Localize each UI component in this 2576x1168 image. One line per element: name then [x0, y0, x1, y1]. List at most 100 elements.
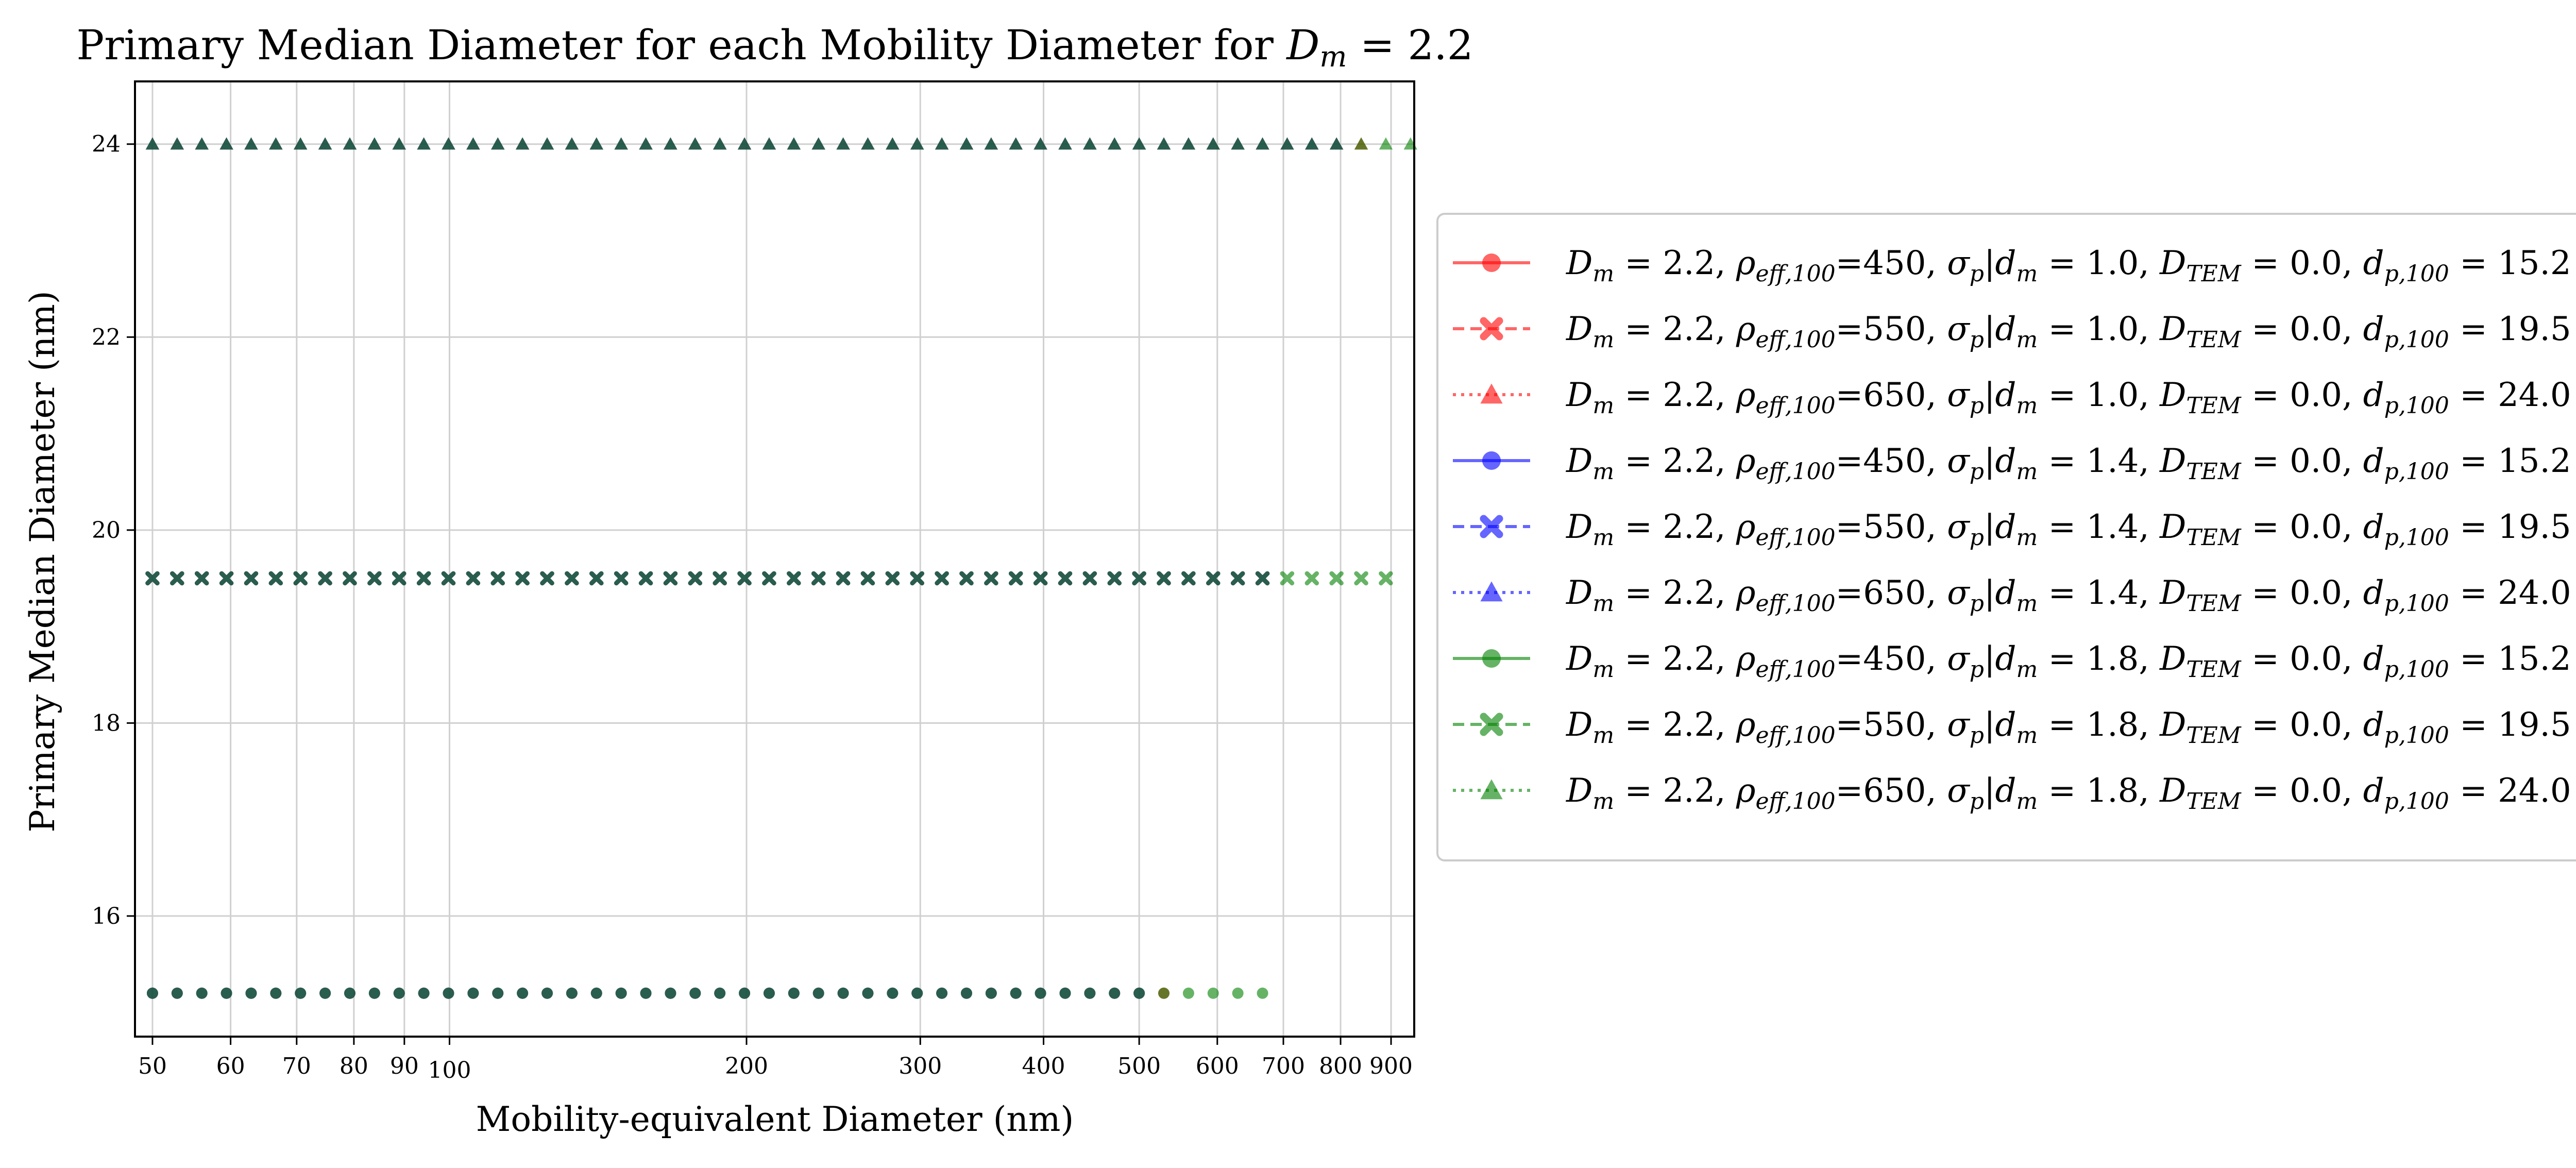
legend-item: Dm = 2.2, ρeff,100=650, σp|dm = 1.0, DTE… [1453, 376, 2571, 419]
data-point [665, 987, 676, 999]
data-point [713, 571, 727, 586]
data-point [194, 571, 209, 586]
data-point [1058, 571, 1073, 586]
x-tick-label: 100 [428, 1057, 471, 1084]
data-point [195, 137, 209, 150]
data-point [935, 137, 949, 150]
data-point [911, 987, 923, 999]
y-tick-label: 22 [92, 324, 121, 350]
data-point [1109, 987, 1121, 999]
legend-label: Dm = 2.2, ρeff,100=650, σp|dm = 1.0, DTE… [1566, 376, 2571, 419]
data-point [343, 571, 357, 586]
legend-label: Dm = 2.2, ρeff,100=550, σp|dm = 1.4, DTE… [1566, 508, 2571, 551]
y-tick-label: 16 [92, 903, 121, 929]
legend-label: Dm = 2.2, ρeff,100=650, σp|dm = 1.4, DTE… [1566, 574, 2571, 617]
data-point [540, 137, 554, 150]
data-point [862, 987, 874, 999]
data-point [491, 137, 505, 150]
x-tick-label: 900 [1369, 1053, 1413, 1079]
y-axis-label: Primary Median Diameter (nm) [23, 291, 62, 832]
legend-marker [1480, 515, 1503, 538]
data-point [392, 571, 406, 586]
legend-label: Dm = 2.2, ρeff,100=450, σp|dm = 1.4, DTE… [1566, 442, 2571, 485]
data-point [1132, 137, 1146, 150]
x-tick-label: 80 [340, 1053, 368, 1079]
data-point [787, 571, 801, 586]
data-point [541, 987, 553, 999]
data-point [984, 137, 998, 150]
data-point [367, 571, 382, 586]
data-point [515, 571, 530, 586]
x-tick-label: 600 [1196, 1053, 1239, 1079]
x-tick-label: 300 [899, 1053, 942, 1079]
data-point [959, 137, 974, 150]
data-point [1157, 571, 1171, 586]
data-point [443, 987, 454, 999]
data-point [836, 571, 851, 586]
data-point [935, 571, 949, 586]
data-point [739, 987, 751, 999]
x-tick-label: 400 [1022, 1053, 1065, 1079]
legend: Dm = 2.2, ρeff,100=450, σp|dm = 1.0, DTE… [1436, 213, 2576, 861]
data-point [146, 987, 158, 999]
legend-marker [1480, 383, 1503, 404]
data-point [959, 571, 974, 586]
legend-label: Dm = 2.2, ρeff,100=450, σp|dm = 1.8, DTE… [1566, 640, 2571, 683]
data-point [196, 987, 208, 999]
legend-label: Dm = 2.2, ρeff,100=550, σp|dm = 1.8, DTE… [1566, 706, 2571, 749]
data-point [490, 571, 505, 586]
x-tick-label: 60 [216, 1053, 245, 1079]
data-point [1230, 571, 1245, 586]
series-2 [145, 571, 1270, 586]
data-point [737, 137, 752, 150]
legend-item: Dm = 2.2, ρeff,100=650, σp|dm = 1.8, DTE… [1453, 772, 2571, 815]
data-point [295, 987, 307, 999]
data-point [467, 987, 479, 999]
data-point [466, 571, 481, 586]
data-point [1009, 137, 1023, 150]
legend-label: Dm = 2.2, ρeff,100=550, σp|dm = 1.0, DTE… [1566, 310, 2571, 353]
data-point [640, 987, 652, 999]
data-point [1033, 571, 1048, 586]
data-point [293, 571, 308, 586]
data-point [1257, 987, 1268, 999]
series-5 [145, 571, 1270, 586]
data-point [367, 137, 382, 150]
data-point [1206, 571, 1221, 586]
data-point [565, 137, 579, 150]
x-tick-label: 90 [390, 1053, 419, 1079]
data-point [1058, 137, 1072, 150]
grid [135, 81, 1414, 1037]
data-point [1329, 137, 1344, 150]
y-tick-label: 18 [92, 710, 121, 736]
data-point [1181, 137, 1196, 150]
data-point [145, 137, 160, 150]
data-point [344, 987, 355, 999]
legend-box [1436, 213, 2576, 861]
data-point [1083, 137, 1097, 150]
legend-item: Dm = 2.2, ρeff,100=550, σp|dm = 1.0, DTE… [1453, 310, 2571, 353]
data-point [318, 571, 332, 586]
data-point [639, 137, 653, 150]
data-point [713, 137, 727, 150]
data-point [1010, 987, 1022, 999]
data-point [318, 137, 332, 150]
legend-marker [1480, 581, 1503, 602]
data-point [638, 571, 653, 586]
plot-series [145, 137, 1418, 999]
x-axis-label: Mobility-equivalent Diameter (nm) [476, 1099, 1074, 1139]
data-point [517, 987, 529, 999]
x-tick-label: 200 [725, 1053, 768, 1079]
data-point [861, 137, 875, 150]
data-point [664, 137, 677, 150]
data-point [515, 137, 530, 150]
legend-item: Dm = 2.2, ρeff,100=550, σp|dm = 1.8, DTE… [1453, 706, 2571, 749]
data-point [343, 137, 357, 150]
data-point [1232, 987, 1244, 999]
data-point [1107, 571, 1122, 586]
data-point [219, 137, 233, 150]
data-point [1035, 987, 1046, 999]
data-point [566, 987, 578, 999]
data-point [589, 137, 603, 150]
